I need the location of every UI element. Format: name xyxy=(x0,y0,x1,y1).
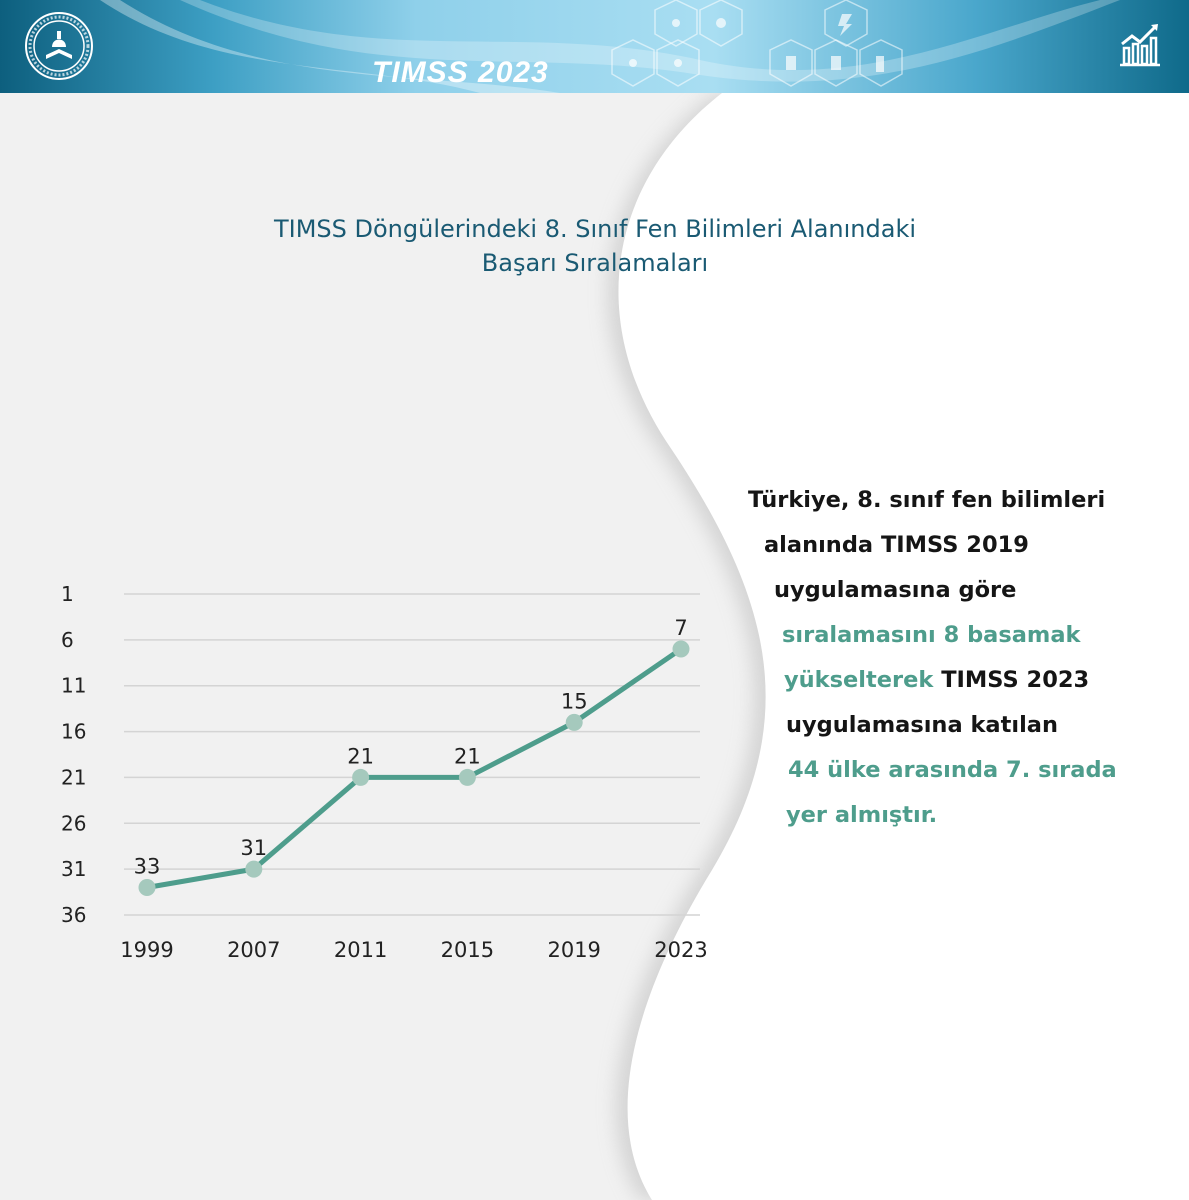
series-line xyxy=(146,646,683,890)
summary-line-3: uygulamasına göre xyxy=(774,577,1017,603)
header-banner: TIMSS 2023 xyxy=(0,0,1189,93)
data-point xyxy=(352,768,370,786)
y-tick-label: 36 xyxy=(61,903,86,927)
summary-line-4: sıralamasını 8 basamak xyxy=(782,622,1081,648)
data-label: 21 xyxy=(454,744,481,768)
y-tick-label: 11 xyxy=(61,674,86,698)
summary-line-2: alanında TIMSS 2019 xyxy=(764,532,1029,558)
x-tick-label: 2023 xyxy=(654,938,707,962)
summary-highlight-yukselterek: yükselterek xyxy=(784,667,934,693)
x-tick-label: 2011 xyxy=(334,938,387,962)
data-label: 7 xyxy=(674,616,687,640)
summary-line-8: yer almıştır. xyxy=(786,802,938,828)
data-label: 21 xyxy=(347,744,374,768)
data-point xyxy=(565,713,583,731)
y-tick-label: 1 xyxy=(61,582,74,606)
data-point xyxy=(458,768,476,786)
summary-text: Türkiye, 8. sınıf fen bilimleri alanında… xyxy=(740,478,1160,838)
series-group: 33 31 21 21 15 7 xyxy=(134,616,690,896)
ministry-logo xyxy=(25,12,93,80)
chart-title-line2: Başarı Sıralamaları xyxy=(481,249,709,277)
data-label: 33 xyxy=(134,854,161,878)
data-point xyxy=(672,640,690,658)
y-tick-label: 6 xyxy=(61,628,74,652)
chart-title: TIMSS Döngülerindeki 8. Sınıf Fen Biliml… xyxy=(120,212,1070,280)
summary-line-7: 44 ülke arasında 7. sırada xyxy=(788,757,1117,783)
summary-line-6: uygulamasına katılan xyxy=(786,712,1058,738)
grid-lines xyxy=(124,593,700,916)
data-label: 15 xyxy=(561,689,588,713)
x-tick-label: 2019 xyxy=(547,938,600,962)
header-decoration xyxy=(100,0,1120,93)
x-tick-label: 2007 xyxy=(227,938,280,962)
summary-timss-2023: TIMSS 2023 xyxy=(933,667,1090,693)
chart-title-line1: TIMSS Döngülerindeki 8. Sınıf Fen Biliml… xyxy=(273,215,917,243)
background-wave xyxy=(607,93,1189,1200)
summary-line-5: yükselterek TIMSS 2023 xyxy=(784,658,1160,703)
header-title: TIMSS 2023 xyxy=(372,56,549,89)
x-axis-ticks: 1999 2007 2011 2015 2019 2023 xyxy=(120,938,707,962)
y-tick-label: 21 xyxy=(61,765,86,789)
y-tick-label: 26 xyxy=(61,811,86,835)
data-point xyxy=(138,878,156,896)
summary-line-1: Türkiye, 8. sınıf fen bilimleri xyxy=(748,487,1106,513)
bar-chart-icon xyxy=(1120,24,1160,67)
data-point xyxy=(245,860,263,878)
x-tick-label: 1999 xyxy=(120,938,173,962)
y-tick-label: 31 xyxy=(61,857,86,881)
x-tick-label: 2015 xyxy=(441,938,494,962)
y-tick-label: 16 xyxy=(61,720,86,744)
data-label: 31 xyxy=(240,836,267,860)
